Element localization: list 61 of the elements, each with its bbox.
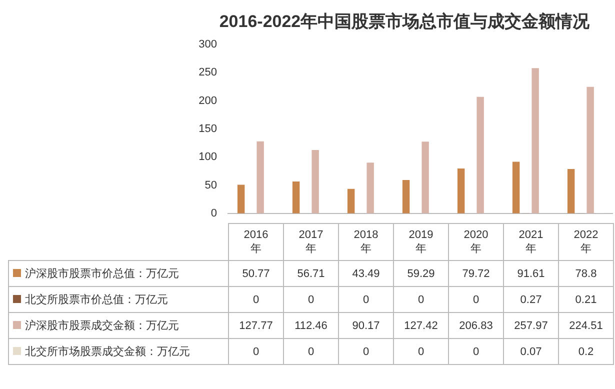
data-label: 79.72: [448, 260, 504, 286]
data-label: 0.21: [558, 286, 614, 312]
legend-label: 北交所市场股票成交金额：万亿元: [25, 346, 190, 358]
bar: [567, 169, 575, 214]
data-label: 0: [228, 286, 284, 312]
data-label: 0.27: [504, 286, 558, 312]
x-tick-label: 2021年: [504, 224, 558, 260]
y-tick-label: 250: [198, 66, 217, 79]
data-label: 0: [448, 338, 504, 364]
bar: [422, 142, 429, 214]
bar: [532, 68, 539, 214]
data-label: 112.46: [284, 312, 338, 338]
data-label: 50.77: [228, 260, 284, 286]
data-label: 0: [228, 338, 284, 364]
x-tick-label: 2017年: [284, 224, 338, 260]
bar: [586, 86, 594, 214]
data-label: 43.49: [338, 260, 394, 286]
bar: [256, 141, 264, 214]
data-label: 224.51: [558, 312, 614, 338]
data-label: 59.29: [394, 260, 448, 286]
data-label: 0.07: [504, 338, 558, 364]
x-tick-label: 2022年: [558, 224, 614, 260]
y-tick-label: 50: [204, 179, 217, 192]
data-label: 0: [394, 338, 448, 364]
bar: [457, 168, 465, 214]
data-label: 0: [448, 286, 504, 312]
bar: [237, 184, 245, 214]
bar: [347, 188, 355, 214]
bar: [312, 150, 319, 214]
x-tick-label: 2019年: [394, 224, 448, 260]
data-label: 0: [338, 286, 394, 312]
chart-title: 2016-2022年中国股票市场总市值与成交金额情况: [219, 12, 591, 31]
x-tick-label: 2018年: [338, 224, 394, 260]
y-tick-label: 100: [198, 151, 217, 164]
data-label: 78.8: [558, 260, 614, 286]
data-label: 0: [284, 286, 338, 312]
bar: [476, 96, 484, 214]
y-tick-label: 150: [198, 122, 217, 135]
x-tick-label: 2020年: [448, 224, 504, 260]
y-tick-label: 200: [198, 94, 217, 107]
x-tick-label: 2016年: [228, 224, 284, 260]
legend-label: 北交所股票市价总值：万亿元: [25, 294, 168, 306]
legend-label: 沪深股市股票市价总值：万亿元: [25, 268, 179, 280]
data-label: 56.71: [284, 260, 338, 286]
bar: [292, 181, 300, 214]
bar: [366, 162, 374, 214]
data-label: 0: [338, 338, 394, 364]
bar: [402, 180, 410, 214]
data-label: 90.17: [338, 312, 394, 338]
y-tick-label: 300: [198, 38, 217, 50]
legend-label: 沪深股市股票成交金额：万亿元: [25, 320, 179, 332]
y-tick-label: 0: [210, 207, 217, 220]
data-label: 0.2: [558, 338, 614, 364]
data-label: 257.97: [504, 312, 558, 338]
data-label: 127.42: [394, 312, 448, 338]
data-label: 91.61: [504, 260, 558, 286]
bar: [512, 162, 520, 214]
data-label: 0: [284, 338, 338, 364]
data-label: 0: [394, 286, 448, 312]
data-label: 127.77: [228, 312, 284, 338]
data-label: 206.83: [448, 312, 504, 338]
